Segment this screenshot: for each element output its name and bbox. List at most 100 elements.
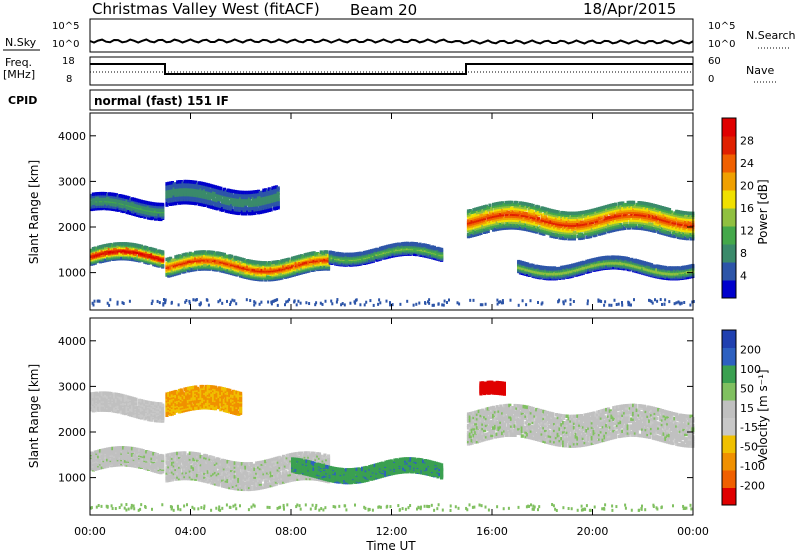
echo-cell <box>549 234 553 238</box>
echo-cell <box>562 213 566 217</box>
echo-cell <box>328 250 332 254</box>
echo-cell <box>239 270 243 274</box>
echo-cell <box>118 196 122 200</box>
echo-cell <box>210 184 214 188</box>
echo-cell <box>540 214 544 218</box>
echo-cell <box>199 181 203 185</box>
echo-cell <box>562 219 566 223</box>
echo-cell <box>520 227 524 231</box>
echo-cell <box>423 243 427 248</box>
echo-cell <box>553 211 557 216</box>
echo-cell <box>242 190 246 195</box>
echo-cell <box>504 204 508 209</box>
echo-cell <box>551 219 555 223</box>
echo-cell <box>247 197 252 201</box>
echo-cell <box>148 249 152 253</box>
echo-cell <box>177 180 182 184</box>
echo-cell <box>134 198 138 202</box>
echo-cell <box>269 275 273 279</box>
echo-cell <box>508 214 512 218</box>
echo-cell <box>560 214 564 219</box>
echo-cell <box>504 200 508 205</box>
echo-cell <box>122 194 126 199</box>
echo-cell <box>522 205 526 210</box>
echo-cell <box>190 191 194 196</box>
echo-cell <box>219 266 223 270</box>
echo-cell <box>501 201 505 205</box>
echo-cell <box>170 181 174 185</box>
echo-cell <box>468 220 472 225</box>
echo-cell <box>493 223 497 228</box>
echo-cell <box>413 252 417 256</box>
echo-cell <box>472 229 476 234</box>
echo-cell <box>511 202 515 207</box>
echo-cell <box>474 227 478 231</box>
echo-cell <box>562 228 566 233</box>
echo-cell <box>468 212 472 217</box>
echo-cell <box>194 196 198 201</box>
echo-cell <box>499 226 503 231</box>
echo-cell <box>150 247 154 251</box>
echo-cell <box>542 212 546 217</box>
echo-cell <box>558 232 562 236</box>
echo-cell <box>230 189 234 193</box>
echo-cell <box>497 209 501 213</box>
echo-cell <box>501 212 505 217</box>
echo-cell <box>310 251 314 255</box>
echo-cell <box>204 263 209 267</box>
echo-cell <box>330 250 334 255</box>
echo-cell <box>508 216 512 220</box>
echo-cell <box>123 242 127 246</box>
echo-cell <box>233 198 237 202</box>
echo-cell <box>545 223 549 227</box>
echo-cell <box>497 227 501 231</box>
echo-cell <box>481 227 485 231</box>
echo-cell <box>296 272 300 276</box>
echo-cell <box>405 241 410 246</box>
echo-cell <box>529 219 533 223</box>
echo-cell <box>159 213 163 217</box>
echo-cell <box>551 234 555 239</box>
echo-cell <box>515 204 519 209</box>
echo-cell <box>262 265 266 269</box>
echo-cell <box>513 226 517 230</box>
echo-cell <box>544 215 548 219</box>
echo-cell <box>146 213 151 218</box>
echo-cell <box>244 262 248 266</box>
echo-cell <box>560 218 564 223</box>
echo-cell <box>256 207 261 212</box>
echo-cell <box>472 215 476 220</box>
echo-cell <box>357 251 361 256</box>
echo-cell <box>264 204 268 208</box>
echo-cell <box>195 192 200 196</box>
echo-cell <box>509 202 514 207</box>
echo-cell <box>125 195 129 200</box>
echo-cell <box>127 252 131 257</box>
echo-cell <box>526 220 530 224</box>
echo-cell <box>231 194 235 198</box>
echo-cell <box>292 266 296 270</box>
echo-cell <box>551 217 555 221</box>
echo-cell <box>474 213 478 217</box>
echo-cell <box>325 252 329 257</box>
echo-cell <box>154 207 158 211</box>
echo-cell <box>132 250 136 254</box>
echo-cell <box>264 261 268 265</box>
echo-cell <box>267 197 271 201</box>
echo-cell <box>493 202 497 206</box>
echo-cell <box>292 256 296 260</box>
echo-cell <box>527 220 532 225</box>
echo-cell <box>219 203 223 207</box>
echo-cell <box>132 201 136 205</box>
echo-cell <box>492 220 496 224</box>
echo-cell <box>502 218 506 223</box>
echo-cell <box>524 208 528 212</box>
echo-cell <box>492 222 496 226</box>
echo-cell <box>169 181 173 185</box>
echo-cell <box>474 231 478 235</box>
echo-cell <box>221 190 225 194</box>
echo-cell <box>490 220 494 225</box>
echo-cell <box>237 201 241 206</box>
echo-cell <box>264 272 268 277</box>
